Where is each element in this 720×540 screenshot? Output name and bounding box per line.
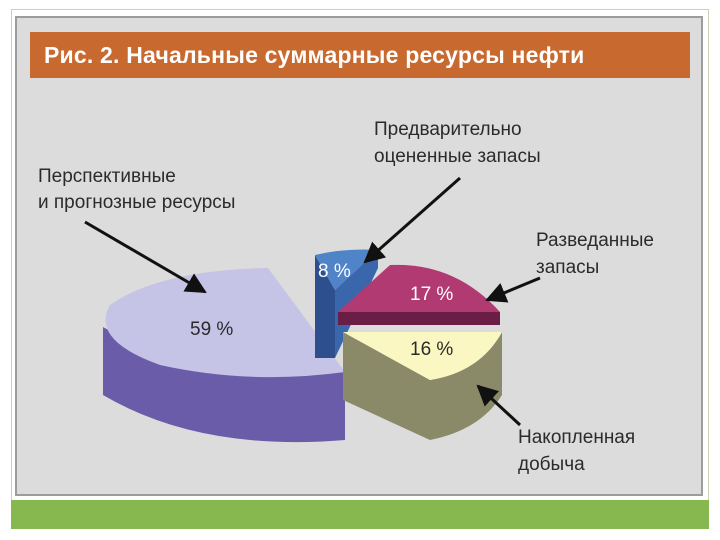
slice-perspective-top <box>105 268 345 378</box>
label-preliminary: Предварительно оцененные запасы <box>374 119 541 167</box>
slice-explored: 17 % <box>338 264 500 325</box>
label-explored: Разведанные запасы <box>536 230 659 278</box>
slice-perspective-value: 59 % <box>190 319 233 340</box>
leader-preliminary <box>363 176 461 264</box>
leader-production <box>476 384 522 427</box>
title-bar: Рис. 2. Начальные суммарные ресурсы нефт… <box>30 32 690 78</box>
chart-title: Рис. 2. Начальные суммарные ресурсы нефт… <box>44 41 585 68</box>
slice-explored-side <box>338 312 500 325</box>
slice-preliminary-value: 8 % <box>318 261 351 282</box>
slice-production-top <box>343 332 502 380</box>
slice-perspective: 59 % <box>103 268 345 443</box>
leader-perspective <box>84 220 207 294</box>
label-perspective: Перспективные и прогнозные ресурсы <box>38 166 235 213</box>
slice-preliminary-top <box>315 249 378 290</box>
slice-production-side <box>343 332 502 440</box>
slice-preliminary-side <box>315 255 335 358</box>
leader-explored <box>485 276 541 303</box>
slice-production: 16 % <box>343 332 502 440</box>
label-production: Накопленная добыча <box>518 427 640 475</box>
footer-band <box>11 500 709 529</box>
slice-production-value: 16 % <box>410 339 453 360</box>
slice-explored-top <box>338 264 500 312</box>
slice-explored-value: 17 % <box>410 284 453 305</box>
